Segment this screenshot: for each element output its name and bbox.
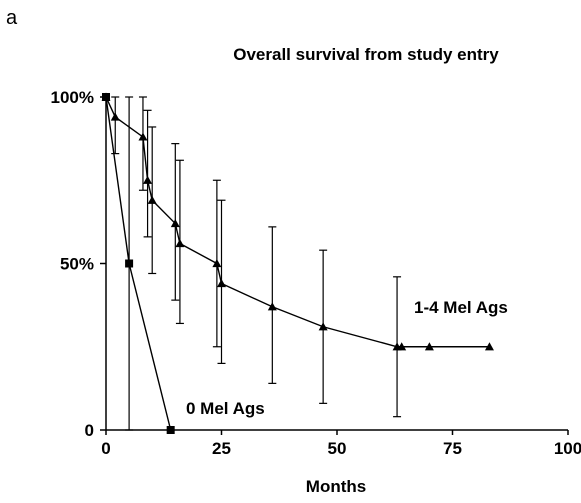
- triangle-marker: [147, 195, 157, 204]
- y-tick-label: 50%: [60, 255, 94, 274]
- triangle-marker: [397, 342, 407, 351]
- error-bars: [111, 96, 402, 431]
- series-label-0-mel-ags: 0 Mel Ags: [186, 399, 265, 418]
- y-tick-label: 100%: [51, 88, 94, 107]
- triangle-marker: [424, 342, 434, 351]
- square-marker: [166, 426, 175, 434]
- x-tick-label: 0: [101, 439, 110, 458]
- square-marker: [102, 93, 110, 101]
- x-tick-label: 50: [328, 439, 347, 458]
- triangle-marker: [143, 175, 153, 184]
- axes: 0 25 50 75 100 0 50% 100%: [51, 88, 581, 458]
- triangle-marker: [267, 302, 277, 311]
- data-markers: [101, 92, 494, 434]
- triangle-marker: [138, 132, 148, 141]
- x-tick-label: 100: [554, 439, 581, 458]
- triangle-marker: [175, 239, 185, 248]
- series-lines: [105, 96, 490, 431]
- square-marker: [125, 259, 134, 268]
- x-tick-label: 75: [443, 439, 462, 458]
- triangle-marker: [170, 219, 180, 228]
- x-tick-label: 25: [212, 439, 231, 458]
- triangle-marker: [318, 322, 328, 331]
- series-label-1-4-mel-ags: 1-4 Mel Ags: [414, 298, 508, 317]
- y-tick-label: 0: [85, 421, 94, 440]
- triangle-marker: [484, 342, 494, 351]
- x-axis-label: Months: [306, 477, 366, 496]
- chart-title: Overall survival from study entry: [233, 45, 499, 64]
- triangle-marker: [212, 259, 222, 268]
- panel-label: a: [6, 7, 18, 29]
- triangle-marker: [110, 112, 120, 121]
- triangle-marker: [217, 278, 226, 288]
